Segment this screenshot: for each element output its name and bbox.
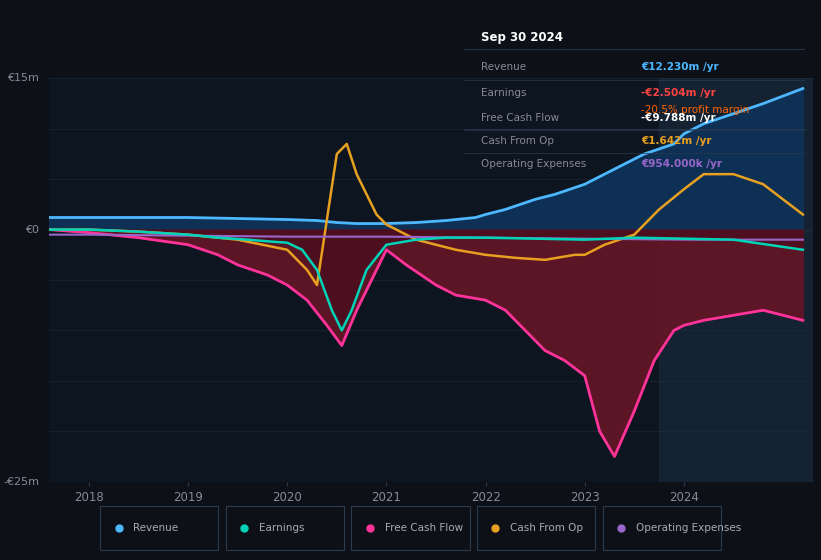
Text: Sep 30 2024: Sep 30 2024 [481,31,563,44]
Bar [100,506,218,550]
Text: Free Cash Flow: Free Cash Flow [384,523,463,533]
Text: Cash From Op: Cash From Op [481,136,554,146]
Text: -20.5% profit margin: -20.5% profit margin [641,105,750,115]
Text: Revenue: Revenue [481,62,526,72]
Text: Earnings: Earnings [481,87,526,97]
Text: Operating Expenses: Operating Expenses [481,160,586,170]
Bar [477,506,595,550]
Text: €15m: €15m [7,73,39,83]
Text: Operating Expenses: Operating Expenses [636,523,741,533]
Text: €12.230m /yr: €12.230m /yr [641,62,718,72]
Text: €0: €0 [25,225,39,235]
Text: Cash From Op: Cash From Op [511,523,583,533]
Text: €954.000k /yr: €954.000k /yr [641,160,722,170]
Text: Revenue: Revenue [133,523,178,533]
Text: Free Cash Flow: Free Cash Flow [481,113,559,123]
Text: -€25m: -€25m [3,477,39,487]
Bar [226,506,344,550]
Text: -€9.788m /yr: -€9.788m /yr [641,113,716,123]
Bar [603,506,721,550]
Bar [659,78,813,482]
Text: €1.642m /yr: €1.642m /yr [641,136,712,146]
Text: Earnings: Earnings [259,523,305,533]
Bar [351,506,470,550]
Text: -€2.504m /yr: -€2.504m /yr [641,87,716,97]
